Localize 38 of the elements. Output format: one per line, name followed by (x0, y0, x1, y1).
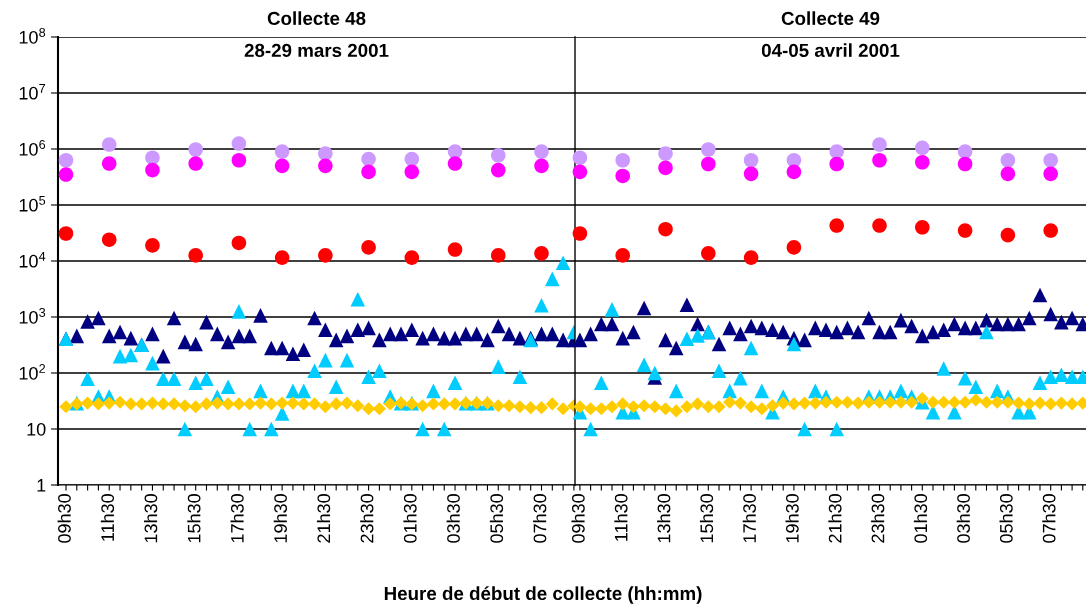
y-tick-label: 10$^{2}$ (19, 364, 46, 380)
x-tick-label: 23h30 (360, 494, 374, 543)
x-tick-label: 05h30 (999, 494, 1013, 543)
x-tick-label: 15h30 (699, 494, 714, 543)
x-tick-label: 05h30 (489, 494, 504, 543)
x-tick-label: 17h30 (742, 494, 756, 543)
y-tick-label: 10$^{6}$ (19, 140, 46, 156)
x-tick-label: 21h30 (828, 494, 842, 543)
x-tick-label: 11h30 (100, 494, 115, 541)
x-tick-label: 15h30 (187, 494, 201, 543)
chart-title: Collecte 49 (781, 11, 880, 26)
x-tick-label: 01h30 (403, 494, 417, 543)
x-axis-title: Heure de début de collecte (hh:mm) (384, 586, 702, 604)
x-tick-label: 03h30 (956, 494, 970, 543)
x-tick-label: 11h30 (614, 494, 628, 541)
y-tick-label: 10$^{3}$ (19, 308, 46, 324)
y-tick-label: 10$^{5}$ (19, 196, 46, 212)
x-tick-label: 01h30 (913, 494, 928, 543)
x-tick-label: 17h30 (230, 494, 244, 543)
x-tick-label: 09h30 (57, 494, 71, 543)
x-tick-label: 23h30 (871, 494, 885, 543)
y-tick-label: 10$^{8}$ (19, 28, 46, 44)
y-tick-label: 10 (27, 422, 46, 436)
y-tick-label: 10$^{7}$ (19, 84, 46, 100)
x-tick-label: 03h30 (446, 494, 460, 543)
x-tick-label: 13h30 (144, 494, 158, 543)
x-tick-label: 19h30 (273, 494, 287, 543)
x-tick-label: 19h30 (785, 494, 799, 543)
x-tick-label: 07h30 (1042, 494, 1056, 543)
chart-subtitle: 04-05 avril 2001 (761, 43, 900, 58)
chart-subtitle: 28-29 mars 2001 (244, 43, 389, 58)
x-tick-label: 13h30 (657, 494, 671, 543)
y-tick-label: 10$^{4}$ (19, 252, 46, 268)
x-tick-label: 07h30 (533, 494, 547, 543)
y-tick-label: 1 (37, 479, 46, 492)
chart-title: Collecte 48 (267, 11, 366, 26)
x-tick-label: 21h30 (316, 494, 331, 543)
x-tick-label: 09h30 (571, 494, 585, 543)
